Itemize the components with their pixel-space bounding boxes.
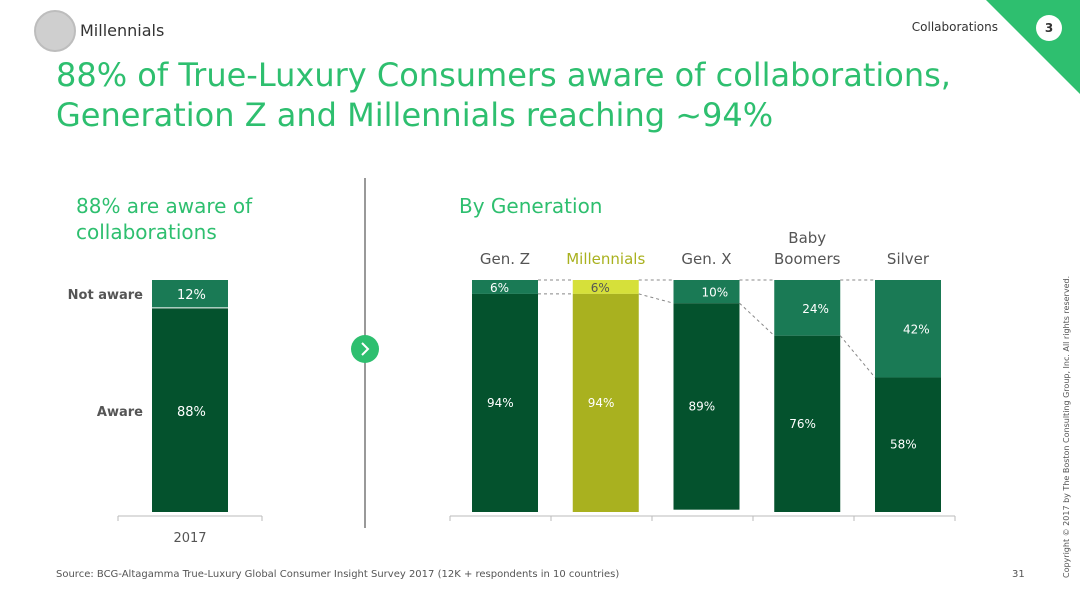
bar-not-aware <box>673 280 740 304</box>
label-not-aware-value: 6% <box>490 281 509 295</box>
label-aware-value: 89% <box>689 399 716 413</box>
row-label-aware: Aware <box>97 405 143 420</box>
source-note: Source: BCG-Altagamma True-Luxury Global… <box>56 569 620 580</box>
right-chart: 6% 94% Gen. Z 6% 94% Millennials 10% 89% Gen. X 2… <box>449 229 956 521</box>
connector-line <box>839 335 876 378</box>
label-not-aware-value: 10% <box>702 286 729 300</box>
label-aware-value: 94% <box>487 396 514 410</box>
label-aware-value: 76% <box>789 417 816 431</box>
category-label: Gen. Z <box>480 250 530 268</box>
category-label: Millennials <box>566 250 645 268</box>
title-line-2: Generation Z and Millennials reaching ~9… <box>56 96 774 134</box>
bar-not-aware <box>472 280 538 294</box>
page-title: 88% of True-Luxury Consumers aware of co… <box>56 55 1016 135</box>
label-not-aware-value: 42% <box>903 323 930 337</box>
topic-label: Collaborations <box>911 20 998 34</box>
category-label-line2: Boomers <box>774 250 841 268</box>
left-heading-line-1: 88% are aware of <box>76 194 253 218</box>
connector-line <box>739 302 775 337</box>
right-heading: By Generation <box>459 194 603 218</box>
row-label-not-aware: Not aware <box>68 288 144 303</box>
category-label-line1: Baby <box>788 229 826 247</box>
bar-aware-2017 <box>152 307 228 512</box>
label-aware-value: 88% <box>177 405 206 420</box>
corner-tab <box>986 0 1080 94</box>
left-heading-line-2: collaborations <box>76 220 217 244</box>
bar-not-aware <box>875 280 941 378</box>
label-aware-value: 58% <box>890 438 917 452</box>
bar-aware <box>774 335 841 512</box>
section-label: Millennials <box>80 21 165 40</box>
avatar <box>34 10 76 52</box>
bar-not-aware-2017 <box>152 280 228 308</box>
label-not-aware-value: 6% <box>591 281 610 295</box>
x-tick-label: 2017 <box>173 531 206 546</box>
bar-aware <box>875 377 941 512</box>
title-line-1: 88% of True-Luxury Consumers aware of co… <box>56 56 951 94</box>
bar-aware <box>472 293 538 512</box>
left-heading: 88% are aware of collaborations <box>76 193 252 245</box>
bar-not-aware <box>774 280 841 336</box>
section-number-badge: 3 <box>1036 15 1062 41</box>
next-arrow-icon[interactable] <box>351 335 379 363</box>
page-number: 31 <box>1012 569 1025 580</box>
category-label: Gen. X <box>681 250 731 268</box>
left-chart: 12% 88% Not aware Aware 2017 <box>68 280 263 546</box>
copyright-note: Copyright © 2017 by The Boston Consultin… <box>1062 275 1071 578</box>
connector-line <box>638 293 674 304</box>
label-not-aware-value: 12% <box>177 288 206 303</box>
label-aware-value: 94% <box>588 396 615 410</box>
category-label: Silver <box>887 250 930 268</box>
bar-not-aware <box>572 280 639 294</box>
bar-aware <box>673 303 740 510</box>
bar-aware <box>572 293 639 512</box>
label-not-aware-value: 24% <box>802 302 829 316</box>
